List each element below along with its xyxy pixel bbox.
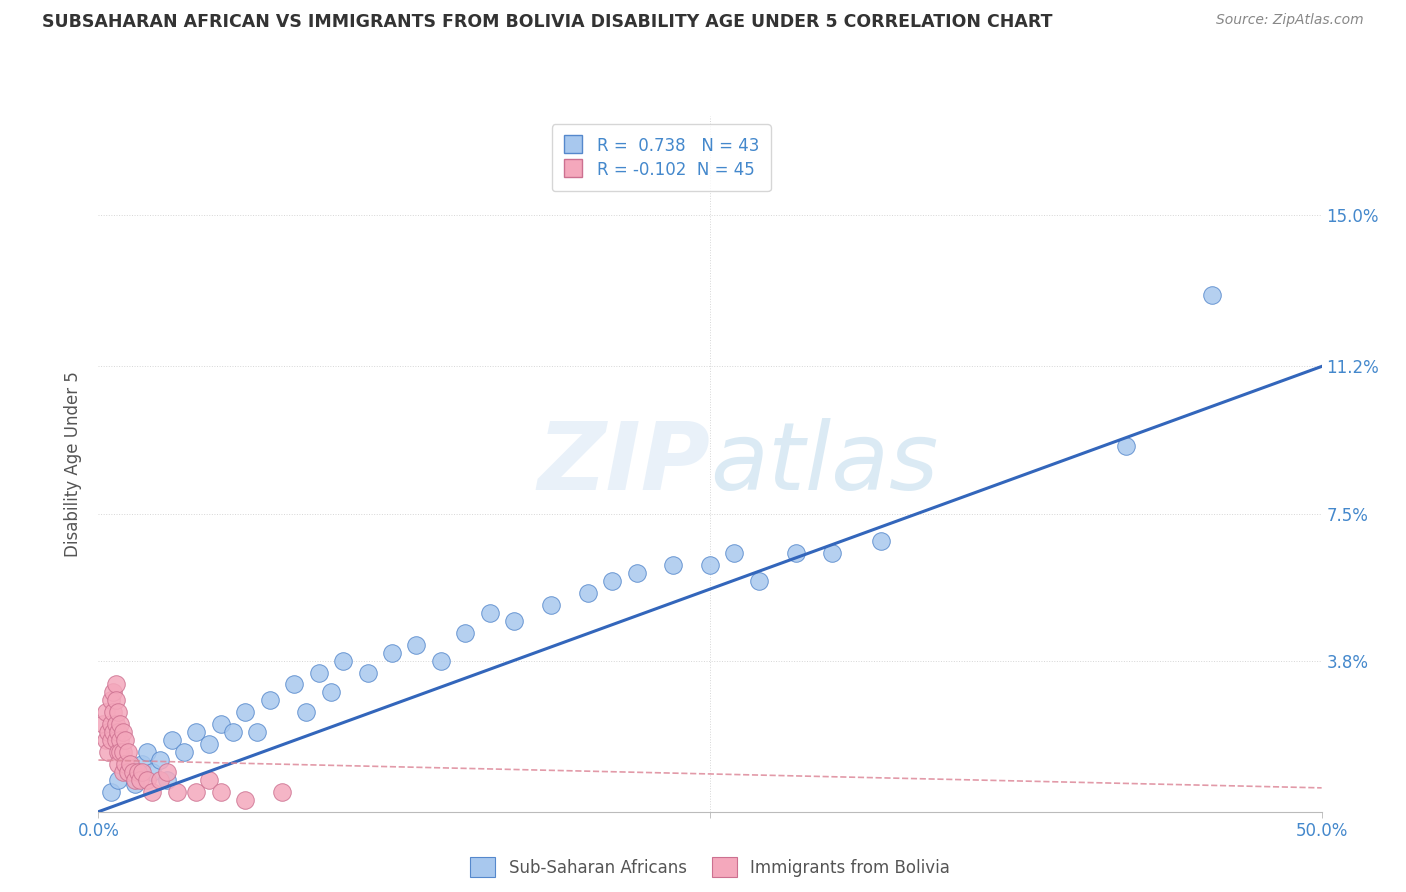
Legend: Sub-Saharan Africans, Immigrants from Bolivia: Sub-Saharan Africans, Immigrants from Bo… [464, 851, 956, 883]
Point [160, 733, 183, 747]
Point [100, 733, 122, 747]
Point [101, 706, 124, 720]
Point [101, 725, 124, 739]
Point [141, 785, 163, 799]
Point [478, 606, 501, 620]
Point [222, 725, 245, 739]
Point [197, 772, 219, 787]
Point [699, 558, 721, 573]
Point [110, 745, 132, 759]
Point [104, 677, 127, 691]
Point [131, 757, 153, 772]
Point [100, 693, 122, 707]
Point [600, 574, 623, 588]
Point [156, 772, 179, 787]
Point [101, 685, 124, 699]
Point [100, 785, 122, 799]
Point [283, 677, 305, 691]
Point [124, 777, 146, 791]
Point [270, 785, 294, 799]
Point [111, 764, 134, 779]
Point [136, 745, 159, 759]
Point [136, 772, 159, 787]
Point [121, 764, 143, 779]
Point [107, 772, 129, 787]
Text: atlas: atlas [710, 418, 938, 509]
Point [405, 638, 427, 652]
Text: SUBSAHARAN AFRICAN VS IMMIGRANTS FROM BOLIVIA DISABILITY AGE UNDER 5 CORRELATION: SUBSAHARAN AFRICAN VS IMMIGRANTS FROM BO… [42, 13, 1053, 31]
Point [117, 764, 139, 779]
Point [821, 546, 844, 560]
Point [430, 654, 453, 668]
Point [503, 614, 526, 628]
Point [110, 717, 132, 731]
Point [259, 693, 281, 707]
Point [110, 733, 132, 747]
Point [104, 733, 127, 747]
Point [295, 706, 318, 720]
Point [94, 706, 117, 720]
Point [186, 785, 208, 799]
Point [107, 706, 129, 720]
Point [246, 725, 269, 739]
Point [233, 706, 256, 720]
Point [114, 733, 136, 747]
Point [166, 785, 188, 799]
Point [100, 717, 122, 731]
Point [141, 764, 163, 779]
Point [149, 772, 172, 787]
Text: Source: ZipAtlas.com: Source: ZipAtlas.com [1216, 13, 1364, 28]
Point [129, 772, 152, 787]
Point [186, 725, 208, 739]
Point [1115, 439, 1137, 453]
Point [540, 598, 562, 612]
Point [107, 757, 129, 772]
Text: ZIP: ZIP [537, 417, 710, 510]
Point [156, 764, 179, 779]
Y-axis label: Disability Age Under 5: Disability Age Under 5 [65, 371, 83, 557]
Point [748, 574, 770, 588]
Point [104, 693, 127, 707]
Point [120, 757, 142, 772]
Point [114, 757, 136, 772]
Point [94, 733, 117, 747]
Point [332, 654, 354, 668]
Point [173, 745, 195, 759]
Point [662, 558, 685, 573]
Point [97, 725, 120, 739]
Point [381, 646, 404, 660]
Point [870, 534, 893, 549]
Point [576, 586, 599, 600]
Point [97, 745, 120, 759]
Point [107, 745, 129, 759]
Point [91, 717, 114, 731]
Point [124, 772, 146, 787]
Point [454, 625, 477, 640]
Point [117, 764, 139, 779]
Point [723, 546, 745, 560]
Point [104, 717, 127, 731]
Point [149, 753, 172, 767]
Point [127, 764, 149, 779]
Point [111, 725, 134, 739]
Point [785, 546, 807, 560]
Point [197, 737, 219, 751]
Point [308, 665, 330, 680]
Point [209, 785, 232, 799]
Point [233, 793, 256, 807]
Point [117, 745, 139, 759]
Point [107, 725, 129, 739]
Point [209, 717, 232, 731]
Point [356, 665, 378, 680]
Point [626, 566, 648, 581]
Point [131, 764, 153, 779]
Point [319, 685, 342, 699]
Point [1201, 288, 1223, 302]
Point [111, 745, 134, 759]
